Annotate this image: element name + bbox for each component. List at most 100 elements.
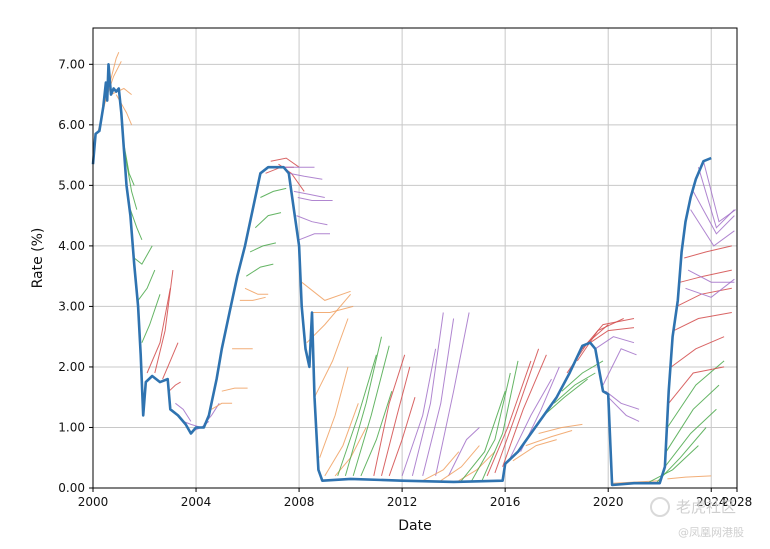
forecast-line-green — [649, 445, 699, 483]
plot-frame — [92, 27, 738, 489]
forecast-line-red — [381, 366, 411, 477]
forecast-line-purple — [435, 312, 470, 477]
forecast-line-red — [673, 312, 732, 332]
forecast-line-red — [154, 270, 174, 374]
forecast-line-purple — [605, 390, 640, 410]
forecast-line-orange — [239, 296, 266, 301]
forecast-line-red — [680, 269, 732, 283]
x-tick-label: 2016 — [490, 495, 521, 509]
y-tick-label: 6.00 — [58, 118, 85, 132]
y-tick-label: 3.00 — [58, 299, 85, 313]
forecast-line-green — [656, 427, 707, 483]
watermark: 老虎社区 @凤凰网港股 — [650, 497, 744, 539]
forecast-line-red — [168, 381, 181, 392]
forecast-line-orange — [512, 439, 557, 462]
forecast-line-orange — [324, 403, 359, 477]
y-tick-label: 4.00 — [58, 239, 85, 253]
forecast-line-purple — [298, 233, 330, 241]
x-tick-label: 2020 — [593, 495, 624, 509]
y-tick-labels: 0.00 1.00 2.00 3.00 4.00 5.00 6.00 7.00 — [58, 57, 85, 495]
forecast-line-orange — [312, 305, 354, 313]
forecast-line-orange — [244, 287, 269, 295]
forecast-line-green — [129, 209, 143, 240]
forecast-line-red — [388, 397, 416, 477]
forecast-line-red — [671, 336, 725, 368]
forecast-line-purple — [288, 172, 323, 180]
forecast-line-purple — [422, 318, 455, 477]
forecast-line-green — [246, 263, 274, 277]
forecast-line-orange — [301, 281, 351, 301]
forecast-line-red — [270, 157, 300, 168]
forecast-line-purple — [687, 269, 735, 283]
forecast-line-green — [664, 408, 717, 468]
forecast-line-orange — [538, 423, 583, 434]
forecast-line-red — [668, 366, 725, 404]
forecast-line-red — [684, 245, 732, 259]
y-axis-title: Rate (%) — [30, 228, 46, 289]
x-axis-title: Date — [398, 518, 431, 534]
forecast-line-orange — [221, 387, 248, 392]
forecast-line-purple — [411, 312, 444, 477]
watermark-logo-text: 老虎社区 — [676, 498, 736, 516]
axis-ticks — [89, 63, 738, 492]
watermark-logo-icon — [650, 497, 670, 517]
forecast-line-purple — [595, 336, 635, 350]
forecast-line-purple — [448, 427, 480, 477]
forecast-line-green — [137, 269, 156, 301]
forecast-line-green — [260, 187, 287, 198]
forecast-line-orange — [422, 451, 460, 482]
forecast-line-red — [486, 360, 532, 477]
x-tick-label: 2008 — [284, 495, 315, 509]
forecast-line-red — [589, 327, 635, 344]
forecast-line-green — [254, 212, 282, 229]
forecast-line-red — [582, 318, 635, 350]
forecast-line-purple — [401, 348, 437, 477]
forecast-line-purple — [703, 161, 736, 223]
forecast-line-green — [337, 354, 377, 477]
y-tick-label: 7.00 — [58, 57, 85, 71]
plot-area — [93, 28, 737, 488]
forecast-line-orange — [211, 402, 233, 410]
forecast-line-green — [461, 391, 506, 482]
actual-rate-series — [91, 63, 712, 487]
forecast-line-purple — [293, 190, 325, 198]
forecast-line-purple — [690, 209, 735, 247]
forecast-line-green — [133, 245, 153, 265]
forecast-line-purple — [297, 197, 333, 201]
forecast-line-orange — [110, 87, 132, 96]
forecast-line-red — [373, 354, 406, 477]
x-tick-label: 2028 — [722, 495, 753, 509]
forecast-line-red — [162, 342, 179, 380]
watermark-credit: @凤凰网港股 — [678, 526, 744, 539]
x-tick-label: 2000 — [78, 495, 109, 509]
forecast-line-green — [344, 336, 382, 477]
forecast-line-orange — [314, 318, 349, 398]
forecast-line-green — [249, 242, 277, 253]
forecast-line-green — [141, 294, 161, 343]
forecast-line-red — [146, 288, 171, 374]
forecast-line-green — [360, 391, 393, 477]
forecast-line-red — [502, 354, 547, 467]
y-tick-label: 2.00 — [58, 360, 85, 374]
forecast-line-purple — [692, 191, 735, 235]
forecast-line-purple — [509, 378, 552, 458]
forecast-line-green — [124, 155, 138, 210]
x-tick-label: 2004 — [181, 495, 212, 509]
x-tick-label: 2012 — [387, 495, 418, 509]
forecast-line-orange — [319, 366, 349, 458]
forecast-line-purple — [296, 215, 328, 226]
forecast-line-orange — [667, 475, 712, 480]
forecast-line-orange — [613, 480, 660, 484]
y-tick-label: 5.00 — [58, 178, 85, 192]
forecast-line-purple — [602, 348, 637, 386]
forecast-line-green — [665, 384, 720, 452]
forecast-line-purple — [685, 278, 735, 298]
forecast-line-purple — [175, 402, 192, 422]
forecast-line-red — [676, 287, 732, 307]
forecast-line-green — [553, 372, 596, 404]
actual-rate-line — [91, 63, 712, 487]
x-tick-label: 2024 — [696, 495, 727, 509]
forecast-line-purple — [607, 396, 640, 422]
